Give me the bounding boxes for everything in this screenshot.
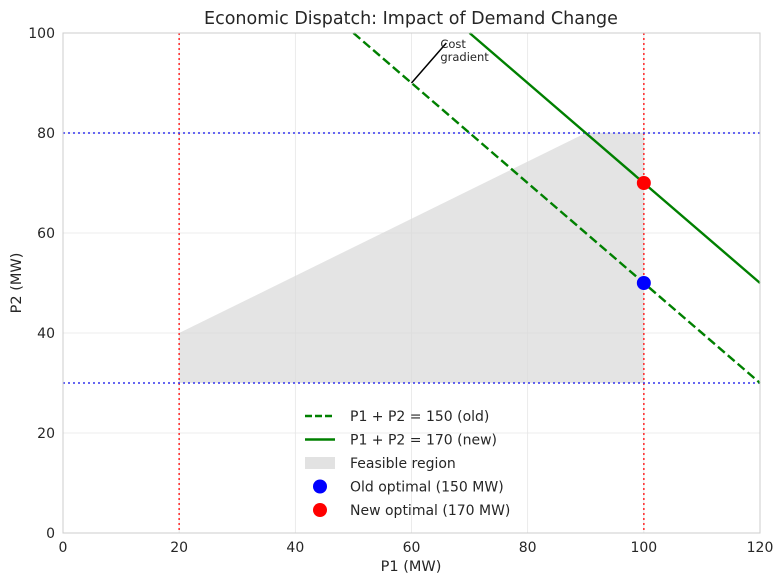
x-tick-label: 20	[170, 540, 188, 556]
y-tick-label: 40	[37, 326, 55, 342]
x-tick-label: 80	[519, 540, 537, 556]
y-tick-label: 60	[37, 226, 55, 242]
legend-label: Old optimal (150 MW)	[350, 480, 504, 496]
chart-title: Economic Dispatch: Impact of Demand Chan…	[204, 9, 618, 29]
legend-label: P1 + P2 = 170 (new)	[350, 433, 497, 449]
x-tick-label: 60	[403, 540, 421, 556]
series-line-1	[468, 32, 761, 284]
legend-swatch-region	[305, 457, 335, 469]
legend-swatch-point	[313, 503, 327, 517]
legend: P1 + P2 = 150 (old) P1 + P2 = 170 (new) Fe…	[305, 409, 510, 519]
annotation-label: Cost	[440, 37, 466, 51]
plot-frame	[62, 32, 761, 534]
y-tick-label: 0	[46, 526, 55, 542]
optimal-point-0	[636, 276, 651, 290]
series-line-0	[352, 32, 761, 384]
y-tick-label: 80	[37, 126, 55, 142]
x-tick-label: 40	[286, 540, 304, 556]
y-tick-label: 100	[28, 26, 55, 42]
x-tick-label: 120	[747, 540, 774, 556]
legend-label: New optimal (170 MW)	[350, 503, 510, 519]
x-axis-label: P1 (MW)	[381, 559, 442, 575]
y-tick-label: 20	[37, 426, 55, 442]
y-axis-label: P2 (MW)	[9, 253, 25, 314]
feasible-region	[179, 133, 644, 383]
legend-swatch-point	[313, 479, 327, 494]
x-tick-label: 0	[59, 540, 68, 556]
legend-label: P1 + P2 = 150 (old)	[350, 409, 489, 425]
cost-gradient-arrow	[410, 42, 447, 84]
legend-label: Feasible region	[350, 456, 456, 472]
x-tick-label: 100	[630, 540, 657, 556]
annotation-label: gradient	[440, 50, 489, 64]
optimal-point-1	[636, 176, 651, 190]
